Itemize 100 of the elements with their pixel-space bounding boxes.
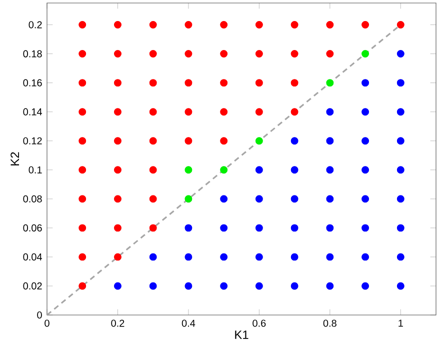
y-tick-label: 0.04 — [23, 253, 42, 260]
point — [184, 137, 192, 145]
point — [149, 166, 157, 174]
point — [255, 253, 263, 261]
point — [362, 21, 370, 29]
point — [396, 166, 404, 174]
point — [78, 195, 86, 203]
y-tick-label: 0.2 — [28, 21, 42, 28]
point — [255, 21, 263, 29]
point — [220, 137, 228, 145]
point — [255, 166, 263, 174]
point — [362, 166, 370, 174]
point — [326, 282, 334, 290]
point — [114, 79, 122, 87]
point — [220, 21, 228, 29]
point — [362, 50, 370, 58]
point — [255, 137, 263, 145]
point — [78, 50, 86, 58]
point — [396, 253, 404, 261]
point — [396, 50, 404, 58]
point — [114, 137, 122, 145]
point — [78, 21, 86, 29]
point — [396, 79, 404, 87]
point — [396, 282, 404, 290]
point — [78, 137, 86, 145]
point — [114, 195, 122, 203]
point — [184, 224, 192, 232]
point — [255, 195, 263, 203]
y-axis-title: K2 — [10, 152, 20, 166]
point — [149, 282, 157, 290]
point — [290, 166, 298, 174]
y-tick-label: 0.18 — [23, 50, 42, 58]
point — [362, 224, 370, 232]
point — [326, 253, 334, 261]
point — [362, 79, 370, 87]
y-tick-label: 0.12 — [23, 137, 42, 144]
point — [114, 108, 122, 116]
point — [290, 108, 298, 116]
point — [114, 21, 122, 29]
point — [78, 253, 86, 261]
point — [255, 282, 263, 290]
point — [326, 50, 334, 58]
point — [184, 282, 192, 290]
point — [396, 137, 404, 145]
point — [220, 224, 228, 232]
point — [220, 79, 228, 87]
point — [220, 253, 228, 261]
y-tick-label: 0.16 — [23, 79, 42, 86]
x-tick-label: 0.2 — [111, 320, 124, 327]
point — [362, 253, 370, 261]
point — [220, 166, 228, 174]
y-tick-label: 0.02 — [23, 282, 42, 290]
x-tick-label: 0.6 — [252, 320, 266, 327]
point — [326, 79, 334, 87]
point — [114, 253, 122, 261]
point — [184, 253, 192, 261]
point — [184, 79, 192, 87]
point — [290, 21, 298, 29]
y-tick-label: 0.06 — [23, 224, 42, 232]
point — [255, 50, 263, 58]
x-tick-label: 0.8 — [323, 320, 336, 327]
point — [362, 195, 370, 203]
point — [114, 50, 122, 58]
point — [149, 253, 157, 261]
point — [149, 50, 157, 58]
point — [220, 50, 228, 58]
point — [255, 224, 263, 232]
point — [78, 108, 86, 116]
point — [78, 166, 86, 174]
y-tick-label: 0.08 — [23, 195, 42, 202]
point — [255, 108, 263, 116]
point — [396, 195, 404, 203]
point — [149, 137, 157, 145]
point — [362, 108, 370, 116]
point — [78, 282, 86, 290]
point — [114, 224, 122, 232]
point — [220, 108, 228, 116]
point — [184, 50, 192, 58]
point — [290, 224, 298, 232]
point — [290, 282, 298, 290]
point — [290, 50, 298, 58]
point — [362, 282, 370, 290]
point — [326, 224, 334, 232]
y-tick-label: 0 — [37, 311, 42, 319]
point — [396, 21, 404, 29]
point — [220, 195, 228, 203]
point — [184, 195, 192, 203]
x-tick-label: 1 — [398, 320, 403, 327]
x-axis-title: K1 — [235, 330, 248, 339]
point — [149, 21, 157, 29]
point — [149, 224, 157, 232]
point — [184, 166, 192, 174]
y-tick-label: 0.14 — [23, 108, 42, 116]
point — [362, 137, 370, 145]
point — [326, 166, 334, 174]
point — [290, 195, 298, 203]
point — [290, 79, 298, 87]
point — [326, 195, 334, 203]
point — [290, 137, 298, 145]
point — [255, 79, 263, 87]
